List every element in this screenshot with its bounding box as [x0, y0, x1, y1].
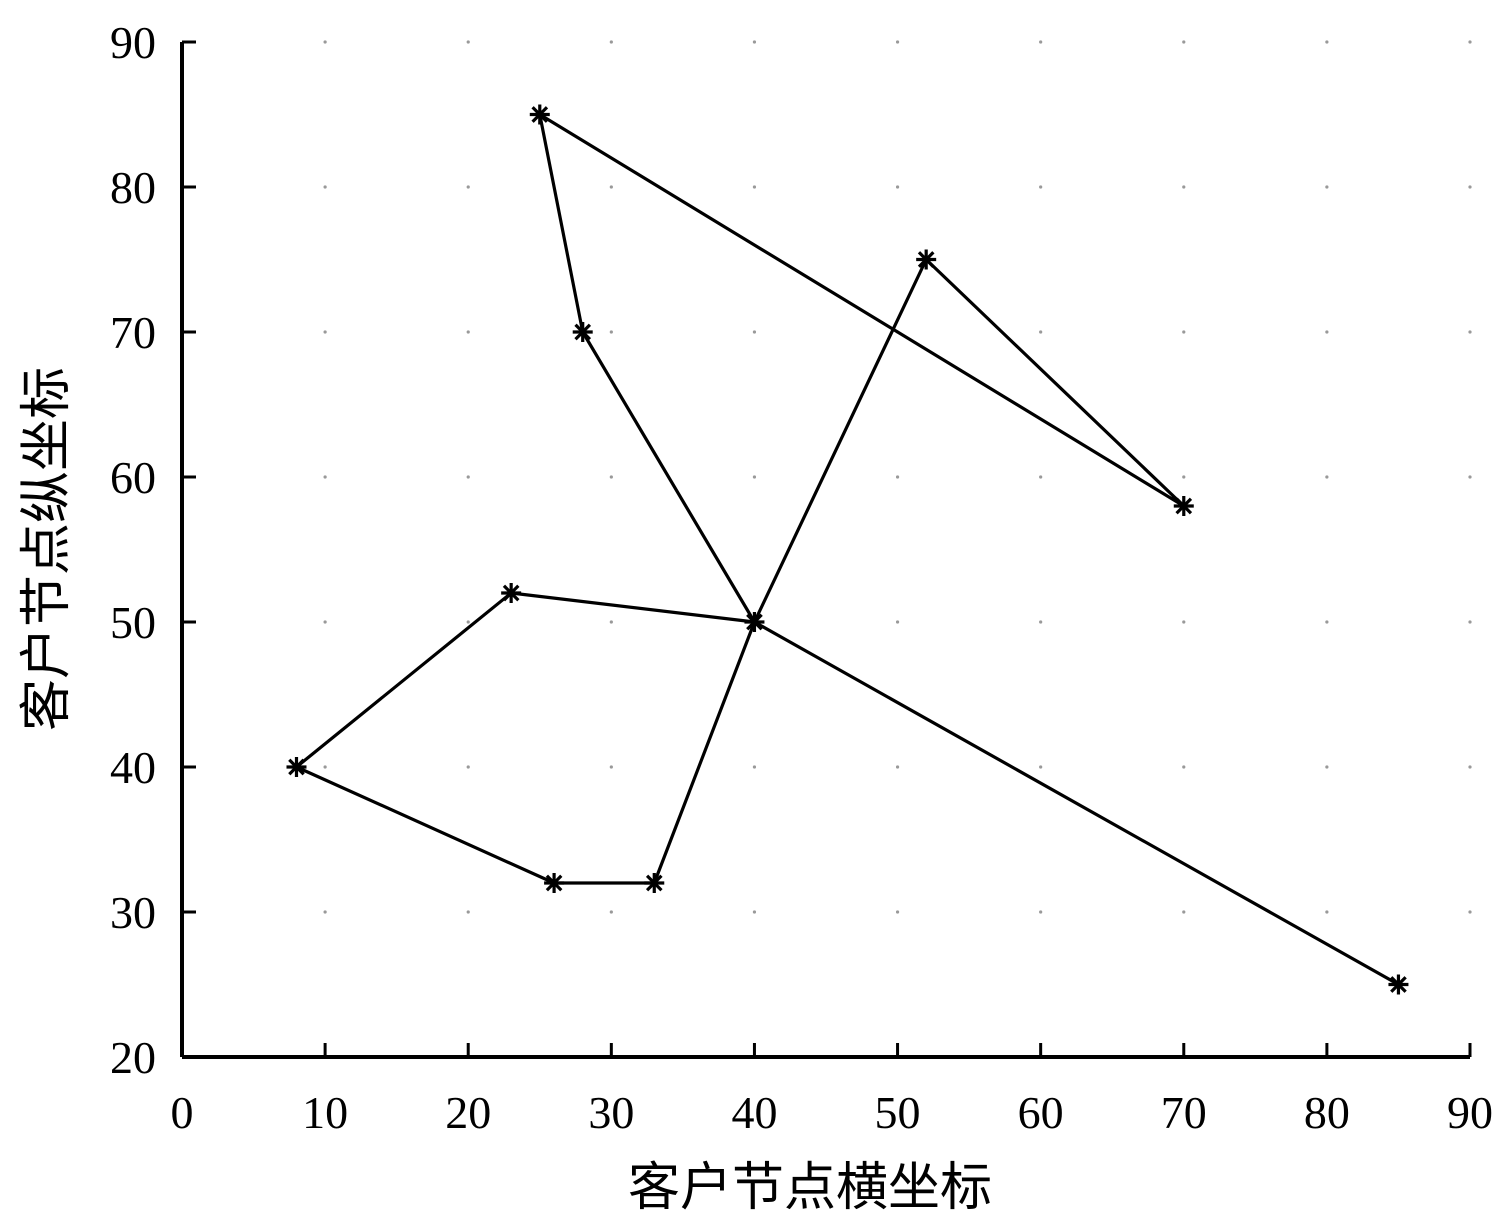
grid-dot — [1039, 185, 1043, 189]
x-tick-label: 60 — [1018, 1087, 1064, 1138]
x-tick-label: 50 — [875, 1087, 921, 1138]
grid-dot — [1325, 185, 1329, 189]
grid-dot — [1039, 765, 1043, 769]
y-tick-label: 80 — [110, 162, 156, 213]
grid-dot — [323, 475, 327, 479]
grid-dot — [895, 185, 900, 189]
grid-dot — [609, 185, 613, 189]
grid-dot — [895, 620, 900, 624]
grid-dot — [1039, 330, 1043, 334]
x-tick-label: 20 — [445, 1087, 491, 1138]
x-tick-label: 90 — [1447, 1087, 1493, 1138]
x-tick-label: 80 — [1304, 1087, 1350, 1138]
grid-dot — [466, 330, 470, 334]
data-point — [1173, 496, 1194, 516]
data-point — [916, 249, 937, 270]
y-tick-label: 70 — [110, 307, 156, 358]
data-point — [1388, 974, 1409, 995]
data-point — [572, 322, 593, 342]
grid-dot — [609, 475, 613, 479]
grid-dot — [323, 620, 327, 624]
grid — [323, 40, 1472, 914]
y-tick-label: 60 — [110, 452, 156, 503]
grid-dot — [323, 910, 327, 914]
data-point — [501, 583, 522, 603]
grid-dot — [1468, 330, 1472, 334]
grid-dot — [1325, 475, 1329, 479]
grid-dot — [466, 40, 470, 44]
grid-dot — [609, 620, 613, 624]
grid-dot — [466, 185, 470, 189]
data-point — [644, 873, 665, 893]
x-axis-title: 客户节点横坐标 — [628, 1158, 992, 1218]
y-tick-label: 30 — [110, 887, 156, 938]
y-tick-label: 20 — [110, 1032, 156, 1083]
y-axis-title: 客户节点纵坐标 — [17, 367, 77, 731]
grid-dot — [466, 620, 470, 624]
grid-dot — [1325, 330, 1329, 334]
grid-dot — [609, 40, 613, 44]
grid-dot — [609, 910, 613, 914]
grid-dot — [1182, 330, 1186, 334]
grid-dot — [1325, 40, 1329, 44]
route-line — [294, 112, 1400, 986]
grid-dot — [752, 40, 757, 44]
grid-dot — [752, 185, 757, 189]
data-point — [544, 873, 565, 893]
grid-dot — [1468, 475, 1472, 479]
grid-dot — [1182, 185, 1186, 189]
grid-dot — [1325, 910, 1329, 914]
x-tick-label: 10 — [302, 1087, 348, 1138]
x-tick-label: 70 — [1161, 1087, 1207, 1138]
grid-dot — [752, 475, 757, 479]
grid-dot — [323, 330, 327, 334]
grid-dot — [1468, 765, 1472, 769]
x-tick-label: 30 — [588, 1087, 634, 1138]
x-tick-label: 0 — [171, 1087, 194, 1138]
grid-dot — [609, 765, 613, 769]
y-tick-label: 90 — [110, 17, 156, 68]
grid-dot — [1325, 765, 1329, 769]
grid-dot — [1039, 620, 1043, 624]
grid-dot — [895, 475, 900, 479]
grid-dot — [1182, 620, 1186, 624]
series-layer — [286, 104, 1409, 995]
grid-dot — [1182, 765, 1186, 769]
data-point — [529, 104, 550, 125]
grid-dot — [466, 910, 470, 914]
grid-dot — [895, 765, 900, 769]
grid-dot — [1325, 620, 1329, 624]
grid-dot — [1468, 910, 1472, 914]
grid-dot — [323, 765, 327, 769]
grid-dot — [1039, 475, 1043, 479]
grid-dot — [1039, 40, 1043, 44]
grid-dot — [1182, 910, 1186, 914]
grid-dot — [895, 40, 900, 44]
grid-dot — [1182, 475, 1186, 479]
grid-dot — [466, 475, 470, 479]
x-tick-label: 40 — [731, 1087, 777, 1138]
grid-dot — [1039, 910, 1043, 914]
grid-dot — [752, 330, 757, 334]
data-point — [744, 612, 765, 632]
x-ticks: 0 10 20 30 40 50 60 70 80 90 — [171, 1043, 1493, 1138]
grid-dot — [1468, 185, 1472, 189]
grid-dot — [609, 330, 613, 334]
y-tick-label: 50 — [110, 597, 156, 648]
y-ticks: 20 30 40 50 60 70 80 90 — [110, 17, 196, 1083]
grid-dot — [1468, 40, 1472, 44]
grid-dot — [752, 765, 757, 769]
grid-dot — [752, 910, 757, 914]
grid-dot — [466, 765, 470, 769]
grid-dot — [895, 910, 900, 914]
grid-dot — [1182, 40, 1186, 44]
y-tick-label: 40 — [110, 742, 156, 793]
axes — [180, 42, 1470, 1059]
grid-dot — [323, 185, 327, 189]
grid-dot — [1468, 620, 1472, 624]
data-point — [286, 757, 307, 777]
grid-dot — [323, 40, 327, 44]
